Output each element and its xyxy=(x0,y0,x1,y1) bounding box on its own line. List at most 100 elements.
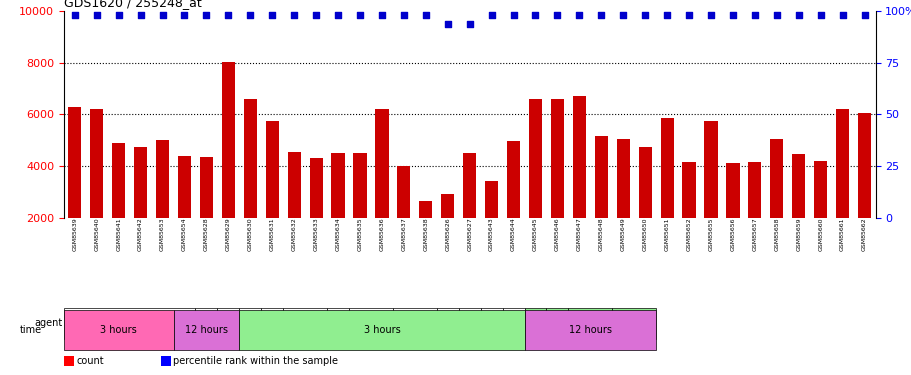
Text: cysteine: cysteine xyxy=(622,321,645,326)
Bar xyxy=(463,153,476,269)
Text: GSM85643: GSM85643 xyxy=(488,217,494,251)
Text: GSM85652: GSM85652 xyxy=(686,217,691,251)
Bar xyxy=(156,140,169,269)
Text: GSM85630: GSM85630 xyxy=(248,217,252,251)
Text: 0.125 uM
oligomycin: 0.125 uM oligomycin xyxy=(213,318,243,328)
Text: GSM85651: GSM85651 xyxy=(664,217,669,251)
Text: GSM85648: GSM85648 xyxy=(599,217,603,251)
Text: GSM85629: GSM85629 xyxy=(226,217,230,251)
Text: GSM85626: GSM85626 xyxy=(445,217,450,251)
FancyBboxPatch shape xyxy=(480,308,502,339)
Text: 12 hours: 12 hours xyxy=(185,325,228,335)
FancyBboxPatch shape xyxy=(327,308,349,339)
Point xyxy=(681,12,696,18)
Bar xyxy=(835,109,848,269)
FancyBboxPatch shape xyxy=(64,308,195,339)
FancyBboxPatch shape xyxy=(217,308,239,339)
FancyBboxPatch shape xyxy=(524,308,546,339)
Point xyxy=(615,12,630,18)
Bar xyxy=(857,113,870,269)
Text: cold: cold xyxy=(332,321,343,326)
Text: 1.25 uM
oligomycin: 1.25 uM oligomycin xyxy=(235,318,265,328)
Text: chitin: chitin xyxy=(264,321,280,326)
FancyBboxPatch shape xyxy=(349,308,393,339)
Bar xyxy=(660,118,673,269)
Text: GSM85633: GSM85633 xyxy=(313,217,318,251)
Text: rotenone: rotenone xyxy=(523,321,548,326)
Bar xyxy=(528,99,541,269)
Bar xyxy=(68,106,81,269)
FancyBboxPatch shape xyxy=(524,310,655,350)
Bar xyxy=(64,356,74,366)
Point xyxy=(353,12,367,18)
Text: percentile rank within the sample: percentile rank within the sample xyxy=(173,356,338,366)
FancyBboxPatch shape xyxy=(261,308,283,339)
Text: GSM85650: GSM85650 xyxy=(642,217,647,251)
Text: untreated: untreated xyxy=(116,321,143,326)
Point xyxy=(791,12,805,18)
Point xyxy=(111,12,126,18)
Point xyxy=(484,12,498,18)
Bar xyxy=(507,141,519,269)
Bar xyxy=(550,99,563,269)
Point xyxy=(242,12,257,18)
Text: GSM85638: GSM85638 xyxy=(423,217,428,251)
Text: time: time xyxy=(20,325,42,335)
Bar xyxy=(331,153,344,269)
Bar xyxy=(703,121,717,269)
Point xyxy=(309,12,323,18)
Point xyxy=(374,12,389,18)
Text: norflurazo
n: norflurazo n xyxy=(543,318,571,328)
Point xyxy=(133,12,148,18)
Point xyxy=(747,12,762,18)
Bar xyxy=(90,109,103,269)
Text: GSM85649: GSM85649 xyxy=(620,217,625,251)
Bar xyxy=(441,194,454,269)
Point xyxy=(67,12,82,18)
Point xyxy=(331,12,345,18)
FancyBboxPatch shape xyxy=(173,310,239,350)
Bar xyxy=(616,139,630,269)
Bar xyxy=(594,136,608,269)
Text: GSM85656: GSM85656 xyxy=(730,217,734,251)
Point xyxy=(813,12,827,18)
Bar xyxy=(287,152,301,269)
Point xyxy=(769,12,783,18)
Text: GSM85659: GSM85659 xyxy=(795,217,801,251)
Text: GSM85632: GSM85632 xyxy=(292,217,296,251)
Text: GSM85662: GSM85662 xyxy=(861,217,866,251)
Text: 3 hours: 3 hours xyxy=(100,325,137,335)
Text: GSM85645: GSM85645 xyxy=(532,217,537,251)
Text: count: count xyxy=(76,356,104,366)
Text: 10 uM sali
cylic acid: 10 uM sali cylic acid xyxy=(477,318,505,328)
Point xyxy=(571,12,586,18)
Point xyxy=(856,12,871,18)
Bar xyxy=(309,158,322,269)
Text: GSM85660: GSM85660 xyxy=(817,217,823,251)
Bar xyxy=(485,182,497,269)
FancyBboxPatch shape xyxy=(436,308,458,339)
Text: GSM85637: GSM85637 xyxy=(401,217,406,251)
Bar xyxy=(419,201,432,269)
FancyBboxPatch shape xyxy=(458,308,480,339)
FancyBboxPatch shape xyxy=(546,308,568,339)
Point xyxy=(659,12,673,18)
Text: chloramph
enicol: chloramph enicol xyxy=(290,318,320,328)
Text: GSM85639: GSM85639 xyxy=(72,217,77,251)
Point xyxy=(549,12,564,18)
Bar xyxy=(221,62,235,269)
Text: man
nitol: man nitol xyxy=(200,318,212,328)
Bar xyxy=(638,147,651,269)
Point xyxy=(506,12,520,18)
Point xyxy=(527,12,542,18)
Text: GSM85627: GSM85627 xyxy=(466,217,472,251)
Point xyxy=(89,12,104,18)
Point xyxy=(177,12,191,18)
Point xyxy=(287,12,302,18)
Point xyxy=(155,12,169,18)
Text: GSM85631: GSM85631 xyxy=(270,217,274,251)
Point xyxy=(637,12,651,18)
Bar xyxy=(572,96,585,269)
Bar xyxy=(770,139,783,269)
Point xyxy=(593,12,608,18)
